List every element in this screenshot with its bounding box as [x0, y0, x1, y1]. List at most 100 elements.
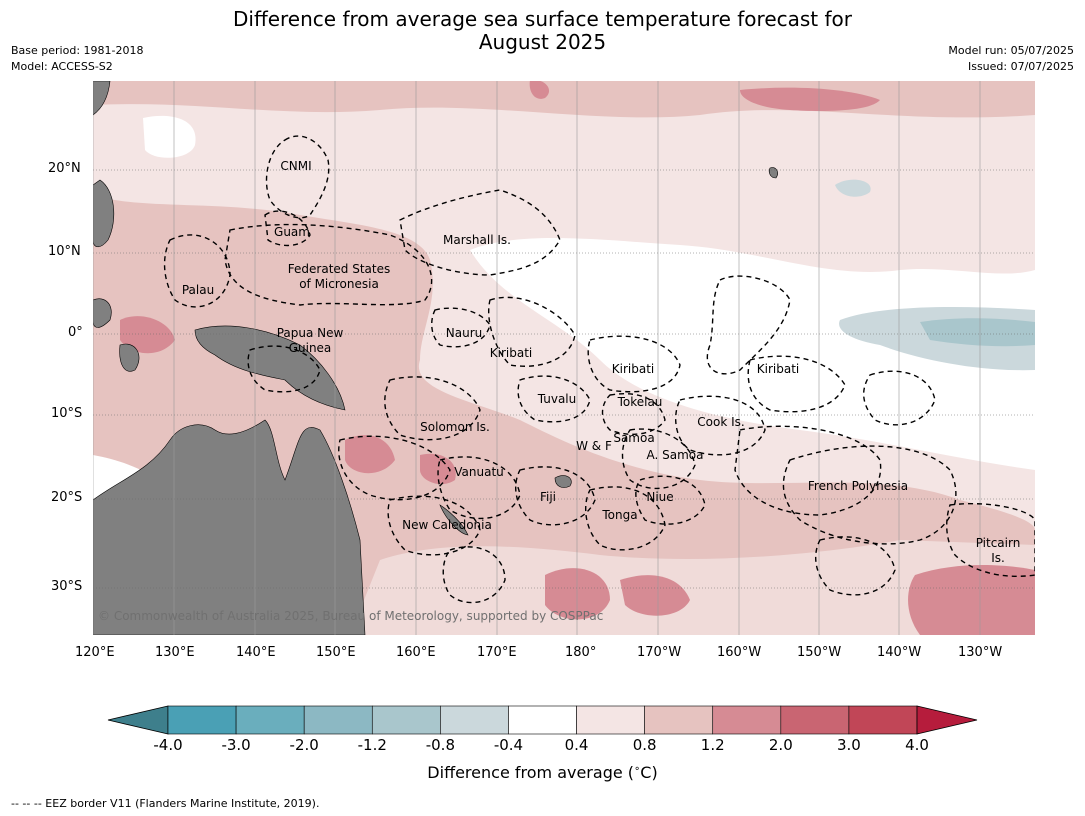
eez-borders — [163, 135, 1035, 604]
hot-spot-3 — [345, 435, 395, 474]
region-label-pitcairn-1: Pitcairn — [975, 536, 1021, 550]
lon-tick-170w: 170°W — [637, 645, 682, 660]
region-label-cook: Cook Is. — [697, 415, 745, 429]
map-area — [93, 81, 1035, 635]
region-label-png-1: Papua New — [276, 326, 344, 340]
neutral-zone-north — [143, 115, 196, 158]
hot-spot-1 — [740, 87, 880, 111]
colorbar-title: Difference from average (∘C) — [0, 763, 1085, 782]
colorbar-segment — [644, 705, 714, 735]
australia-land — [93, 419, 366, 635]
colorbar-tick-label: -2.0 — [289, 736, 319, 754]
colorbar-tick-label: -1.2 — [357, 736, 387, 754]
region-label-niue: Niue — [646, 490, 674, 504]
lat-tick-20s: 20°S — [51, 490, 83, 505]
colorbar-tick-label: 3.0 — [836, 736, 861, 754]
region-label-cnmi: CNMI — [280, 159, 312, 173]
region-label-png-2: Guinea — [288, 341, 332, 355]
region-label-wf: W & F — [576, 439, 612, 453]
lat-tick-10n: 10°N — [48, 244, 81, 259]
region-label-new-caledonia: New Caledonia — [402, 518, 492, 532]
issued-text: Issued: 07/07/2025 — [967, 60, 1074, 73]
gridlines — [93, 169, 1035, 589]
colorbar-title-text: Difference from average (∘C) — [427, 763, 658, 782]
region-label-kiribati-east: Kiribati — [756, 362, 800, 376]
region-label-tuvalu: Tuvalu — [537, 392, 577, 406]
lon-tick-150w: 150°W — [797, 645, 842, 660]
lon-tick-180: 180° — [565, 645, 597, 660]
colorbar-segment — [303, 705, 373, 735]
colorbar-segment — [780, 705, 850, 735]
colorbar-tick-label: -4.0 — [153, 736, 183, 754]
region-label-marshall: Marshall Is. — [443, 233, 511, 247]
colorbar-segment — [167, 705, 237, 735]
colorbar-segment — [576, 705, 645, 735]
title-line-2: August 2025 — [478, 30, 607, 54]
region-label-kiribati-west: Kiribati — [489, 346, 533, 360]
colorbar-segment — [848, 705, 918, 735]
region-label-fsm-2: of Micronesia — [299, 277, 379, 291]
colorbar-tick-label: 1.2 — [700, 736, 725, 754]
colorbar-tick-label: 0.8 — [632, 736, 657, 754]
colorbar-segment — [508, 705, 577, 735]
lat-tick-20n: 20°N — [48, 161, 81, 176]
region-label-samoa: Samoa — [613, 431, 655, 445]
region-label-tokelau: Tokelau — [617, 395, 663, 409]
lon-tick-160e: 160°E — [396, 645, 436, 660]
region-label-vanuatu: Vanuatu — [454, 465, 504, 479]
eez-footnote: -- -- -- EEZ border V11 (Flanders Marine… — [11, 797, 320, 810]
hot-spot-2 — [120, 316, 175, 354]
base-period-text: Base period: 1981-2018 — [11, 44, 144, 57]
new-guinea-land — [194, 325, 346, 411]
lon-tick-120e: 120°E — [75, 645, 115, 660]
lon-tick-170e: 170°E — [477, 645, 517, 660]
region-label-fsm-1: Federated States — [287, 262, 391, 276]
colorbar-segment — [440, 705, 509, 735]
colorbar-segment — [235, 705, 305, 735]
region-label-french-polynesia: French Polynesia — [807, 479, 909, 493]
lat-tick-30s: 30°S — [51, 579, 83, 594]
colorbar — [107, 705, 978, 735]
hot-spot-8 — [529, 81, 549, 99]
colorbar-tick-label: -0.4 — [493, 736, 524, 754]
colorbar-tick-label: 0.4 — [564, 736, 589, 754]
colorbar-tick-label: -3.0 — [221, 736, 251, 754]
model-run-text: Model run: 05/07/2025 — [948, 44, 1074, 57]
fiji-land — [554, 475, 572, 488]
lon-tick-130e: 130°E — [155, 645, 195, 660]
region-label-solomon: Solomon Is. — [420, 420, 490, 434]
title-line-1: Difference from average sea surface temp… — [232, 7, 852, 31]
hot-spot-5 — [545, 568, 610, 620]
lon-tick-140e: 140°E — [236, 645, 276, 660]
colorbar-extend-low — [107, 705, 169, 735]
region-label-tonga: Tonga — [602, 508, 638, 522]
lon-tick-160w: 160°W — [717, 645, 762, 660]
neutral-zone-central — [470, 238, 1035, 470]
colorbar-tick-label: 2.0 — [768, 736, 793, 754]
colorbar-tick-label: -0.8 — [425, 736, 455, 754]
lon-tick-130w: 130°W — [958, 645, 1003, 660]
lon-tick-140w: 140°W — [877, 645, 922, 660]
copyright-notice: © Commonwealth of Australia 2025, Bureau… — [98, 609, 604, 623]
hot-spot-7 — [908, 565, 1035, 635]
region-label-asamoa: A. Samoa — [646, 448, 704, 462]
region-label-pitcairn-2: Is. — [991, 551, 1005, 565]
region-label-nauru: Nauru — [445, 326, 483, 340]
hot-spot-6 — [620, 575, 690, 616]
colorbar-extend-high — [916, 705, 978, 735]
colorbar-segment — [371, 705, 441, 735]
borneo-sulawesi — [93, 298, 140, 372]
colorbar-segment — [712, 705, 782, 735]
new-caledonia-land — [439, 504, 469, 536]
region-label-kiribati-central: Kiribati — [611, 362, 655, 376]
lat-tick-0: 0° — [68, 325, 83, 340]
region-label-guam: Guam — [274, 225, 310, 239]
cool-anomaly-core — [920, 318, 1035, 347]
model-text: Model: ACCESS-S2 — [11, 60, 113, 73]
anomaly-south-light — [350, 540, 1035, 635]
lat-tick-10s: 10°S — [51, 406, 83, 421]
region-label-fiji: Fiji — [539, 490, 557, 504]
lon-tick-150e: 150°E — [316, 645, 356, 660]
region-label-palau: Palau — [181, 283, 215, 297]
